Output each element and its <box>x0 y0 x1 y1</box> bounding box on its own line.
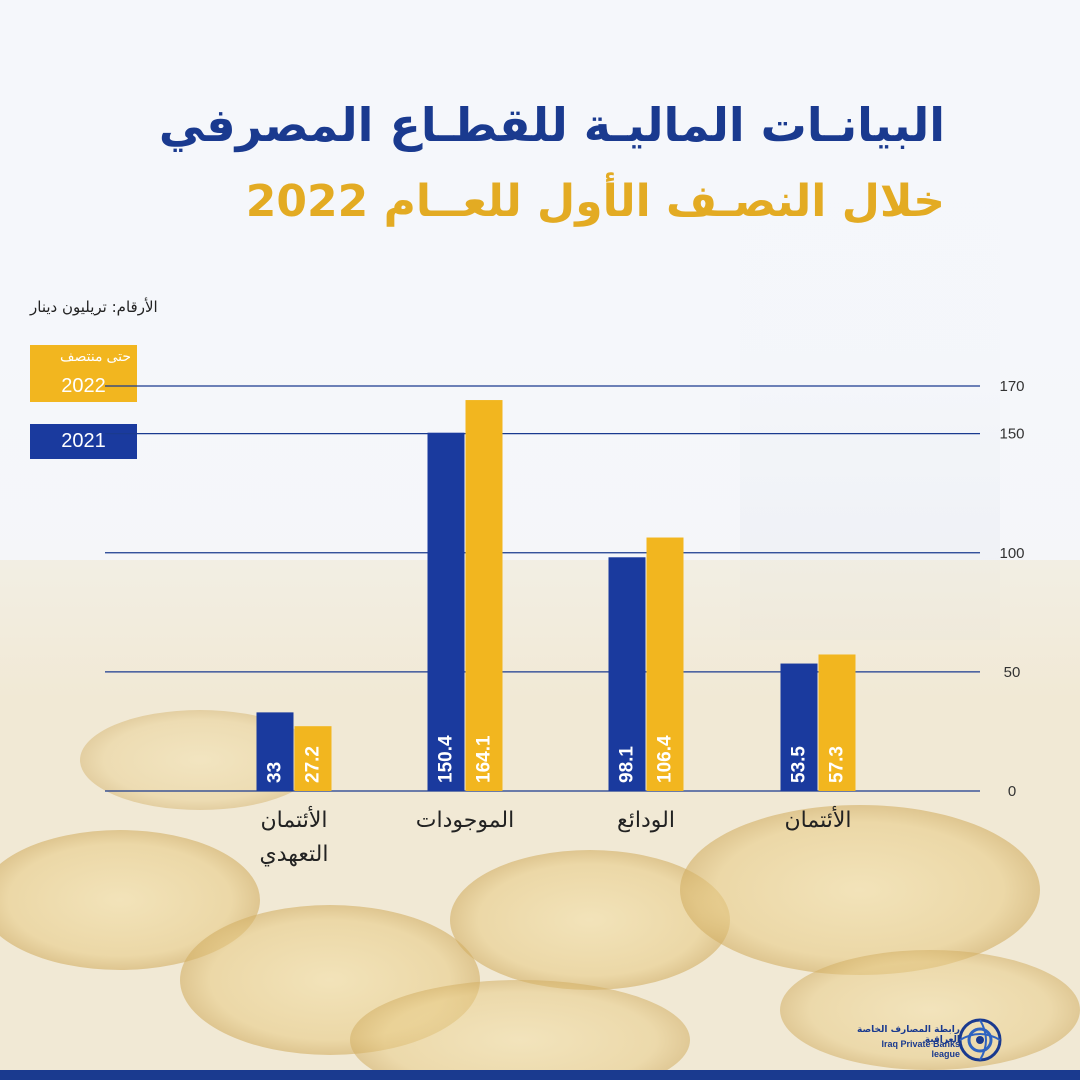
y-tick-label: 50 <box>1004 664 1021 681</box>
y-tick-label: 150 <box>999 426 1024 443</box>
legend-2022-label-line2: 2022 <box>61 375 106 397</box>
legend-item-2021: 2021 <box>30 424 137 459</box>
bar-2022 <box>818 654 856 791</box>
y-tick-label: 0 <box>1008 783 1016 800</box>
category-label: الأئتمان <box>785 806 852 833</box>
bar-2021 <box>256 712 294 791</box>
bar-value-label: 98.1 <box>617 746 638 783</box>
chart-title: البيانـات الماليـة للقطـاع المصرفي <box>158 98 945 152</box>
bar-value-label: 106.4 <box>655 735 676 783</box>
bar-value-label: 53.5 <box>789 746 810 783</box>
category-label: الأئتمان <box>261 806 328 833</box>
chart-subtitle: خلال النصـف الأول للعــام 2022 <box>245 176 945 227</box>
bottom-bar <box>0 1070 1080 1080</box>
logo-emblem-icon <box>958 1018 1002 1062</box>
category-label: الودائع <box>617 808 675 833</box>
bar-value-label: 150.4 <box>436 735 457 783</box>
category-label: التعهدي <box>260 842 329 867</box>
legend-2022-label-line1: حتى منتصف <box>59 348 131 364</box>
y-tick-label: 100 <box>999 545 1024 562</box>
bar-value-label: 33 <box>265 762 286 783</box>
bar-value-label: 164.1 <box>474 735 495 783</box>
bar-2022 <box>294 726 332 791</box>
bar-2022 <box>646 537 684 791</box>
legend-2021-label: 2021 <box>61 430 106 452</box>
bar-2021 <box>427 432 465 791</box>
bar-2021 <box>780 663 818 791</box>
bar-value-label: 57.3 <box>827 746 848 783</box>
category-label: الموجودات <box>416 808 514 833</box>
logo-text-arabic: رابطة المصارف الخاصة العراقية <box>856 1025 960 1045</box>
units-note: الأرقام: تريليون دينار <box>30 298 158 316</box>
legend-item-2022: حتى منتصف 2022 <box>30 345 137 402</box>
logo <box>830 1004 1080 1070</box>
bar-2022 <box>465 400 503 791</box>
bar-2021 <box>608 557 646 791</box>
y-tick-label: 170 <box>999 378 1024 395</box>
logo-text-english: Iraq Private Banks league <box>881 1039 960 1059</box>
bar-value-label: 27.2 <box>303 746 324 783</box>
